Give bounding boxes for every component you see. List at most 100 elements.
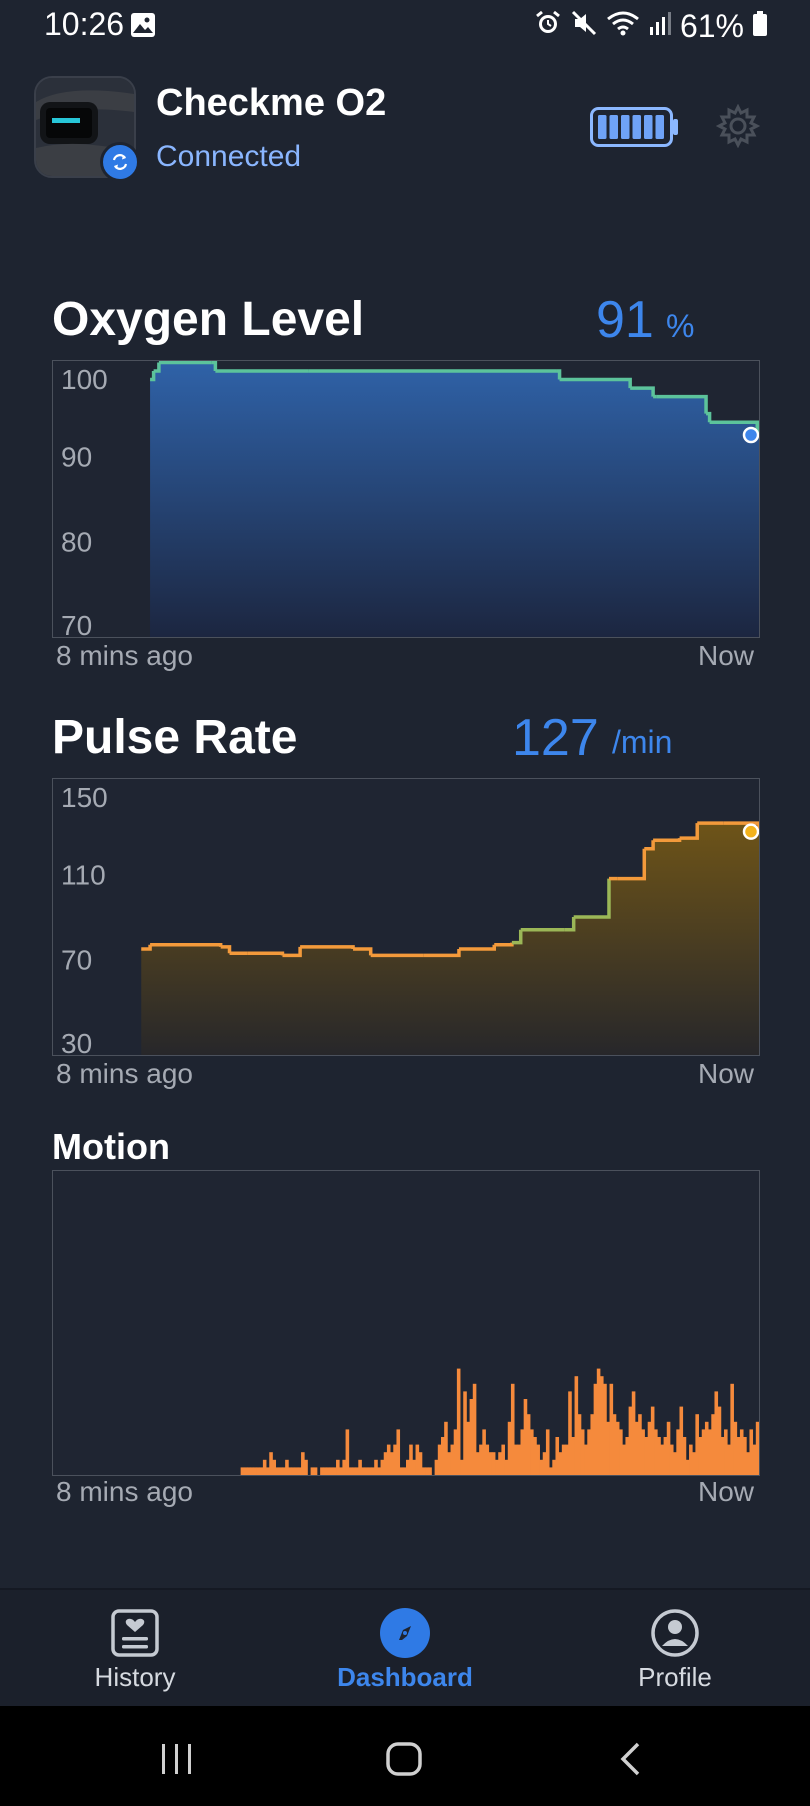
motion-bar <box>421 1467 426 1475</box>
current-value-marker <box>742 823 759 840</box>
motion-bar <box>428 1467 432 1475</box>
motion-bar <box>647 1421 652 1475</box>
motion-bar <box>504 1459 509 1475</box>
back-button[interactable] <box>618 1742 642 1781</box>
motion-bar <box>743 1437 747 1475</box>
motion-bar <box>612 1414 617 1475</box>
bottom-navigation: History Dashboard Profile <box>0 1588 810 1708</box>
pulse-end-label: Now <box>697 1058 754 1089</box>
motion-bar <box>660 1444 664 1475</box>
motion-bar <box>371 1467 375 1475</box>
motion-bar <box>380 1459 385 1475</box>
motion-bar <box>577 1414 582 1475</box>
oxygen-chart: 100 90 80 70 <box>52 360 760 638</box>
y-tick-label: 70 <box>61 610 92 637</box>
motion-bar <box>342 1459 346 1475</box>
motion-bar <box>288 1467 292 1475</box>
motion-bar <box>320 1467 324 1475</box>
motion-bar <box>425 1467 429 1475</box>
motion-bar <box>409 1444 413 1475</box>
motion-bar <box>485 1444 490 1475</box>
motion-bar <box>281 1467 286 1475</box>
motion-bar <box>278 1467 283 1475</box>
series-segment <box>559 377 632 389</box>
motion-bar <box>491 1452 496 1475</box>
oxygen-start-label: 8 mins ago <box>56 640 193 671</box>
motion-bar <box>682 1437 687 1475</box>
motion-bar <box>479 1444 483 1475</box>
pulse-chart-svg: 150 110 70 30 <box>61 782 759 1055</box>
motion-bar <box>250 1467 254 1475</box>
motion-bar <box>390 1452 394 1475</box>
home-button[interactable] <box>386 1742 422 1781</box>
series-segment <box>150 371 156 382</box>
battery-cell <box>598 115 607 139</box>
motion-bar <box>393 1444 397 1475</box>
motion-bar <box>501 1444 505 1475</box>
nav-history[interactable]: History <box>0 1590 270 1708</box>
motion-bar <box>453 1429 458 1475</box>
motion-bar <box>565 1444 569 1475</box>
motion-bar <box>259 1467 264 1475</box>
motion-bar <box>510 1383 515 1475</box>
motion-bar <box>727 1444 731 1475</box>
motion-bar <box>266 1467 270 1475</box>
motion-bar <box>463 1391 467 1475</box>
motion-bar <box>704 1421 709 1475</box>
battery-cell <box>644 115 653 139</box>
settings-button[interactable] <box>715 103 761 153</box>
motion-bar <box>606 1421 610 1475</box>
connection-status: Connected <box>156 140 302 173</box>
series-segment <box>458 944 496 951</box>
nav-profile-label: Profile <box>638 1662 712 1692</box>
motion-bar <box>549 1467 553 1475</box>
motion-bar <box>545 1429 550 1475</box>
motion-bar <box>641 1429 645 1475</box>
motion-bar <box>631 1391 636 1475</box>
motion-bar <box>584 1444 588 1475</box>
y-tick-label: 90 <box>61 441 92 472</box>
motion-bar <box>555 1437 560 1475</box>
motion-bar <box>383 1452 388 1475</box>
nav-dashboard[interactable]: Dashboard <box>270 1590 540 1708</box>
y-tick-label: 110 <box>61 859 106 890</box>
motion-bar <box>714 1391 719 1475</box>
series-segment <box>211 361 218 371</box>
motion-bar <box>402 1467 407 1475</box>
series-segment <box>617 848 647 881</box>
motion-bar <box>272 1459 277 1475</box>
motion-bar <box>399 1467 404 1475</box>
motion-bar <box>574 1376 579 1475</box>
motion-bar <box>440 1437 445 1475</box>
motion-bar <box>634 1421 639 1475</box>
status-icons: 61% <box>534 6 768 46</box>
motion-bar <box>628 1406 633 1475</box>
motion-bar <box>720 1437 725 1475</box>
recent-apps-button[interactable] <box>160 1744 194 1779</box>
motion-bar <box>536 1444 540 1475</box>
motion-bar <box>673 1452 677 1475</box>
motion-chart-svg <box>240 1368 759 1475</box>
motion-bar <box>469 1399 474 1475</box>
series-segment <box>494 942 514 947</box>
motion-bar <box>644 1437 649 1475</box>
motion-bar <box>638 1414 642 1475</box>
series-segment <box>564 917 576 932</box>
dashboard-compass-icon <box>380 1608 430 1658</box>
motion-bar <box>698 1437 703 1475</box>
motion-bar <box>358 1459 362 1475</box>
motion-bar <box>520 1429 525 1475</box>
series-segment <box>644 840 655 851</box>
device-name: Checkme O2 <box>156 82 387 124</box>
series-segment <box>573 878 611 919</box>
motion-bar <box>243 1467 248 1475</box>
motion-bar <box>717 1406 722 1475</box>
motion-bar <box>377 1467 381 1475</box>
series-segment <box>556 369 562 380</box>
motion-bar <box>447 1452 451 1475</box>
motion-bar <box>530 1429 534 1475</box>
nav-profile[interactable]: Profile <box>540 1590 810 1708</box>
motion-bar <box>689 1444 693 1475</box>
system-navigation-bar <box>0 1706 810 1806</box>
motion-bar <box>711 1414 715 1475</box>
